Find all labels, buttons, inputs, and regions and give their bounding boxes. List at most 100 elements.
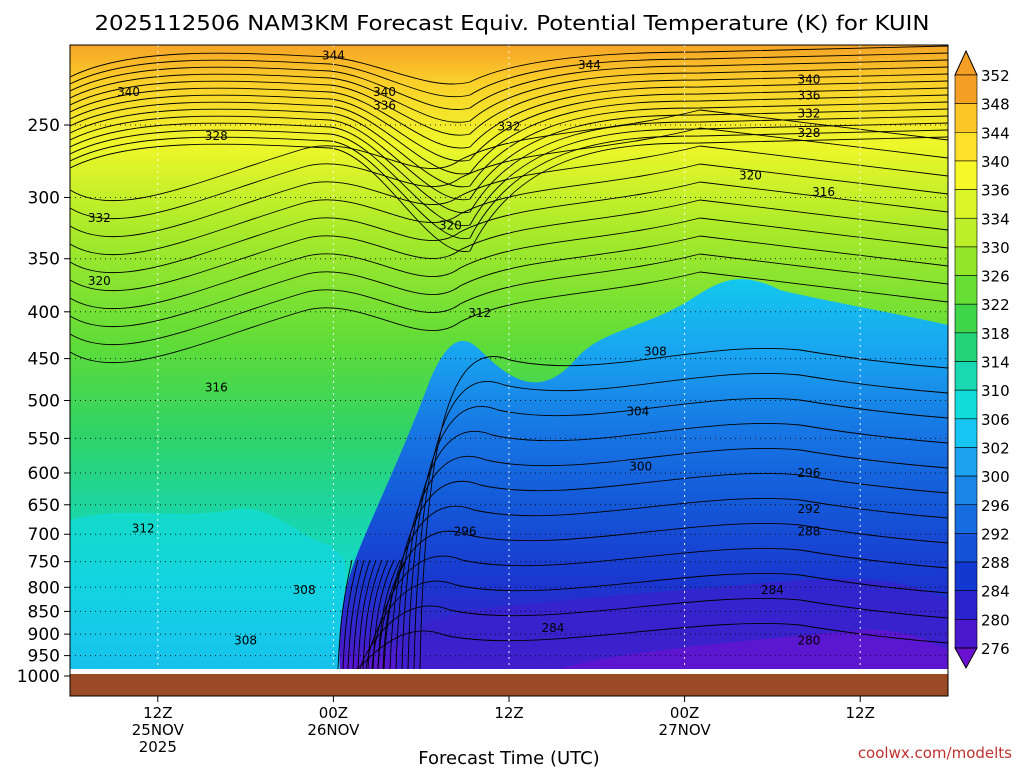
x-tick-label: 12Z (494, 704, 523, 722)
colorbar-swatch (954, 619, 978, 649)
contour-label: 308 (644, 344, 667, 358)
y-tick-label: 350 (28, 250, 60, 270)
contour-label: 340 (798, 73, 821, 87)
colorbar-label: 288 (981, 554, 1010, 572)
colorbar-label: 302 (981, 439, 1010, 457)
colorbar-label: 334 (981, 210, 1010, 228)
colorbar-swatch (954, 533, 978, 563)
contour-label: 300 (629, 459, 652, 473)
contour-line-mid (70, 145, 948, 238)
y-tick-label: 800 (28, 578, 60, 598)
colorbar-swatch (954, 389, 978, 420)
contour-label: 328 (798, 126, 821, 140)
y-tick-label: 650 (28, 496, 60, 516)
colorbar-swatch (954, 246, 978, 276)
contour-line-upper (70, 66, 948, 123)
contour-label: 344 (578, 58, 601, 72)
colorbar-label: 300 (981, 468, 1010, 486)
contour-line-upper (70, 115, 948, 214)
x-tick-label: 27NOV (659, 721, 712, 739)
y-tick-label: 750 (28, 553, 60, 573)
contour-line-upper (70, 59, 948, 110)
contour-label: 336 (798, 88, 821, 102)
colorbar-label: 284 (981, 583, 1010, 601)
contour-label: 280 (798, 634, 821, 648)
colorbar-label: 326 (981, 268, 1010, 286)
contour-line-front (389, 472, 948, 669)
contour-label: 316 (205, 381, 228, 395)
contour-label: 340 (373, 85, 396, 99)
colorbar-label: 292 (981, 525, 1010, 543)
contour-label: 312 (132, 522, 155, 536)
y-tick-label: 950 (28, 647, 60, 667)
colorbar-swatch (954, 361, 978, 391)
colorbar-swatch (954, 561, 978, 591)
contour-line-front (407, 397, 948, 669)
contour-label: 308 (234, 633, 257, 647)
colorbar-swatch (954, 303, 978, 334)
colorbar-label: 344 (981, 124, 1010, 142)
contour-line-front (365, 572, 948, 669)
colorbar-label: 276 (981, 640, 1010, 658)
colorbar-label: 310 (981, 382, 1010, 400)
field-cold-sector (339, 279, 948, 669)
contour-label: 328 (205, 129, 228, 143)
contour-line-mid (70, 163, 948, 256)
contour-label: 332 (88, 211, 111, 225)
colorbar-top-arrow (954, 49, 978, 76)
colorbar-swatch (954, 475, 978, 506)
contour-line-upper (70, 52, 948, 98)
contour-line-front (359, 597, 948, 669)
y-tick-label: 600 (28, 464, 60, 484)
contour-line-frontal-packing (352, 559, 371, 669)
contour-line-upper (70, 94, 948, 175)
y-tick-label: 300 (28, 188, 60, 208)
contour-line-front (413, 372, 948, 669)
field-lowlevel-cyan (70, 508, 345, 669)
colorbar-label: 330 (981, 239, 1010, 257)
contour-line-mid (70, 253, 948, 346)
colorbar-label: 348 (981, 96, 1010, 114)
colorbar-swatch (954, 332, 978, 362)
chart-title: 2025112506 NAM3KM Forecast Equiv. Potent… (95, 11, 930, 35)
contour-label: 288 (798, 524, 821, 538)
y-tick-label: 550 (28, 429, 60, 449)
contour-line-frontal-packing (377, 559, 401, 669)
contour-line-upper (70, 73, 948, 136)
contour-label: 344 (322, 49, 345, 63)
ground-surface (70, 674, 948, 696)
contour-line-front (371, 547, 948, 669)
y-tick-label: 900 (28, 625, 60, 645)
contour-label: 320 (439, 219, 462, 233)
colorbar-swatch (954, 418, 978, 448)
contour-line-upper (70, 122, 948, 227)
x-tick-label: 00Z (319, 704, 348, 722)
colorbar-label: 340 (981, 153, 1010, 171)
colorbar-bottom-arrow (954, 647, 978, 670)
contour-label: 336 (373, 98, 396, 112)
y-tick-label: 500 (28, 392, 60, 412)
contour-line-frontal-packing (347, 559, 365, 669)
contour-line-frontal-packing (382, 559, 407, 669)
contour-line-front (377, 522, 948, 669)
contour-label: 304 (626, 404, 649, 418)
contour-line-upper (70, 136, 948, 252)
colorbar-swatch (954, 132, 978, 162)
contour-line-mid (70, 235, 948, 328)
contour-label: 292 (798, 502, 821, 516)
contour-line-upper (70, 108, 948, 201)
contour-line-upper (70, 101, 948, 188)
colorbar-swatch (954, 103, 978, 133)
contour-label: 308 (293, 583, 316, 597)
x-tick-label: 26NOV (307, 721, 360, 739)
y-tick-label: 1000 (17, 667, 60, 687)
colorbar-swatch (954, 590, 978, 620)
colorbar-swatch (954, 74, 978, 104)
contour-line-upper (70, 80, 948, 149)
y-tick-label: 250 (28, 116, 60, 136)
contour-label: 340 (117, 85, 140, 99)
contour-line-mid (70, 271, 948, 364)
colorbar-label: 336 (981, 182, 1010, 200)
